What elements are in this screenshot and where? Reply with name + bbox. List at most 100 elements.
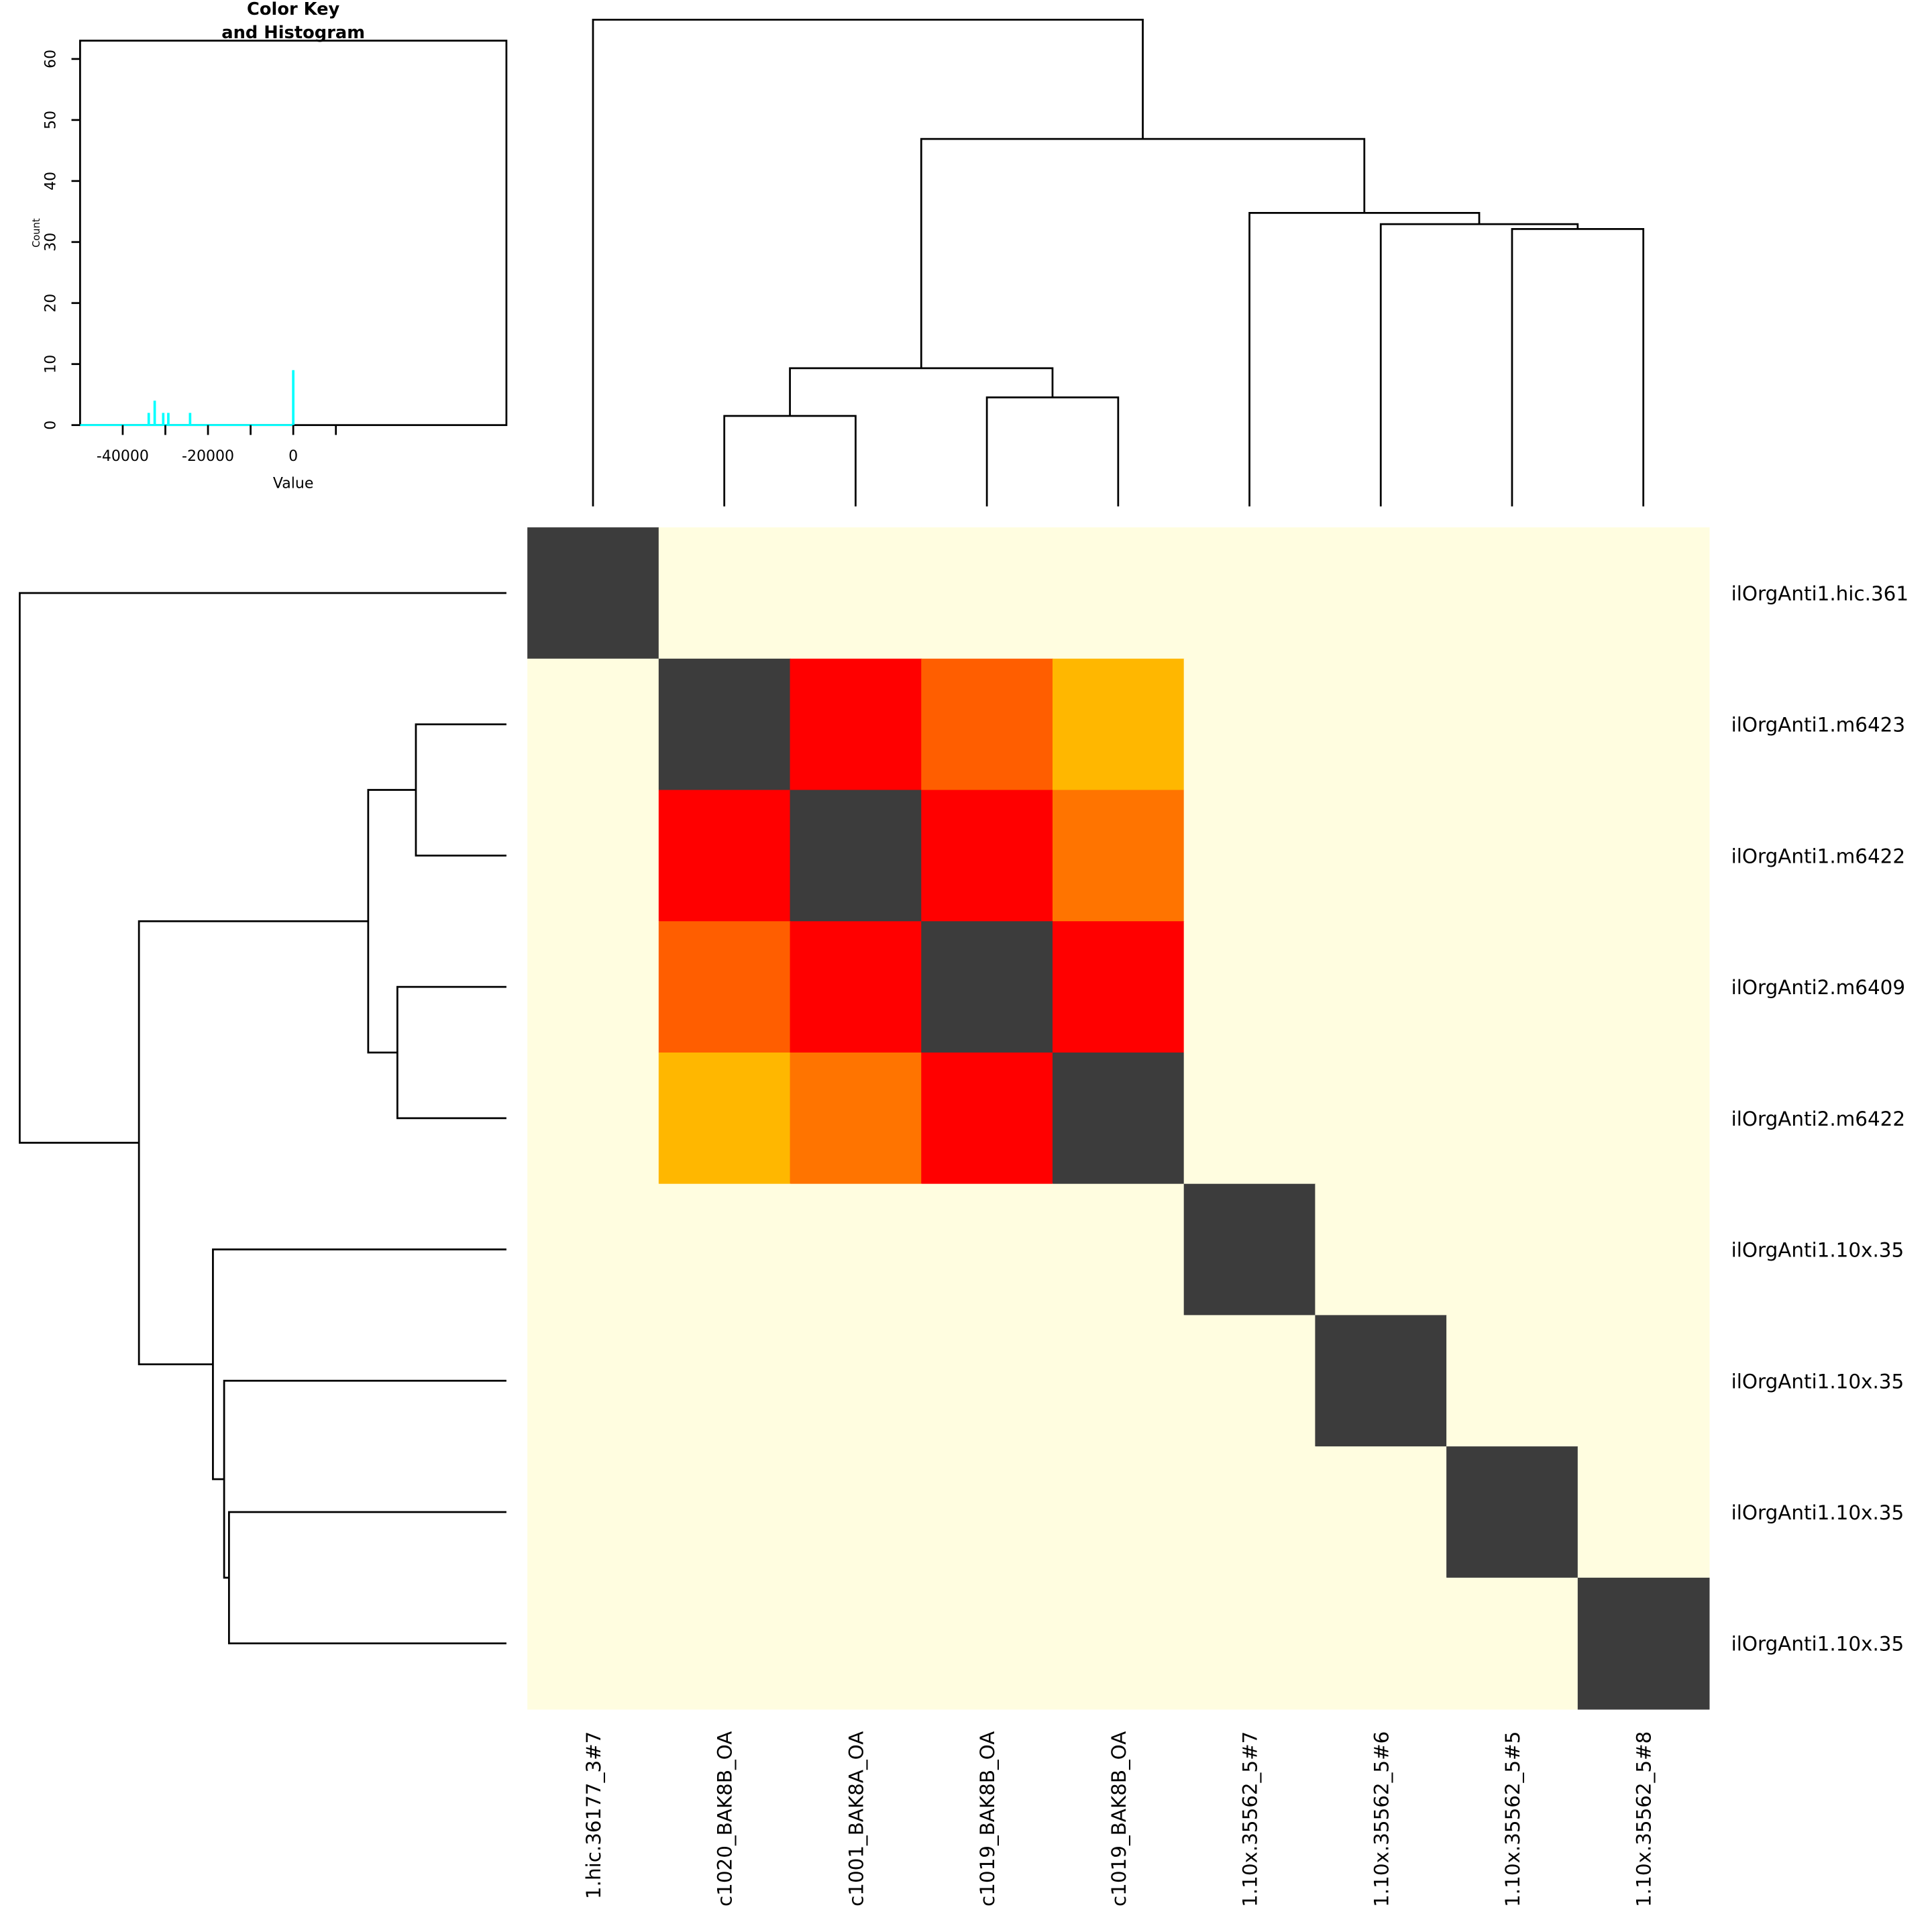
heatmap-cell	[658, 1446, 791, 1578]
heatmap-cell	[1446, 527, 1578, 659]
heatmap-cell	[790, 921, 922, 1053]
heatmap-cell	[658, 921, 791, 1053]
heatmap-cell	[527, 1183, 659, 1316]
y-tick-label: 30	[43, 233, 60, 252]
row-label: ilOrgAnti1.hic.361	[1731, 582, 1909, 605]
dendrogram-branch	[723, 415, 857, 506]
y-tick-label: 60	[43, 50, 60, 68]
column-label: 1.10x.35562_5#8	[1633, 1731, 1656, 1907]
heatmap-cell	[1315, 1446, 1448, 1578]
heatmap-cell	[1052, 1052, 1185, 1185]
column-label: c1001_BAK8A_OA	[845, 1731, 867, 1907]
heatmap-cell	[1183, 527, 1316, 659]
row-label: ilOrgAnti1.m6422	[1731, 845, 1905, 867]
heatmap-cell	[1183, 658, 1316, 791]
heatmap-cell	[1577, 1315, 1710, 1448]
heatmap-cell	[1052, 921, 1185, 1053]
dendrogram-branch	[1248, 212, 1481, 506]
key-plot-frame	[79, 40, 508, 427]
heatmap-cell	[1183, 790, 1316, 922]
heatmap-cell	[1446, 1183, 1578, 1316]
heatmap-cell	[1446, 790, 1578, 922]
row-label: ilOrgAnti1.10x.35	[1731, 1239, 1904, 1262]
heatmap-cell	[1183, 1577, 1316, 1710]
heatmap-cell	[921, 658, 1053, 791]
heatmap-cell	[527, 658, 659, 791]
heatmap-cell	[527, 1052, 659, 1185]
key-title-line1: Color Key	[247, 0, 340, 19]
row-labels: ilOrgAnti1.hic.361 ilOrgAnti1.m6423 ilOrgA…	[1731, 582, 1909, 1656]
column-label: 1.hic.36177_3#7	[582, 1731, 605, 1899]
heatmap-cell	[527, 1577, 659, 1710]
heatmap-cell	[1052, 1315, 1185, 1448]
color-key-histogram: Color Key and Histogram Value Count -400…	[31, 0, 508, 492]
heatmap-cell	[1446, 1052, 1578, 1185]
column-label: c1020_BAK8B_OA	[714, 1731, 737, 1907]
heatmap-cell	[1183, 921, 1316, 1053]
heatmap-cell	[658, 1183, 791, 1316]
dendrogram-branch	[415, 723, 506, 857]
heatmap-cell	[1577, 1183, 1710, 1316]
heatmap-cell	[921, 790, 1053, 922]
dendrogram-branch	[920, 138, 1366, 368]
dendrogram-branch	[789, 367, 1054, 416]
heatmap-cell	[790, 658, 922, 791]
heatmap-cell	[658, 1052, 791, 1185]
row-dendrogram	[19, 592, 506, 1645]
heatmap-cell	[1577, 790, 1710, 922]
heatmap-cell	[658, 1577, 791, 1710]
heatmap-cell	[1052, 1183, 1185, 1316]
y-tick-label: 40	[43, 172, 60, 191]
row-label: ilOrgAnti1.10x.35	[1731, 1370, 1904, 1393]
heatmap-cell	[1577, 1446, 1710, 1578]
heatmap-cell	[790, 1577, 922, 1710]
heatmap-cell	[921, 1183, 1053, 1316]
heatmap-cell	[1446, 921, 1578, 1053]
heatmap-cell	[790, 1052, 922, 1185]
heatmap-cell	[1052, 527, 1185, 659]
heatmap-cell	[1577, 921, 1710, 1053]
heatmap-cell	[921, 1052, 1053, 1185]
heatmap-cell	[1315, 1183, 1448, 1316]
x-tick-label: 0	[288, 448, 298, 465]
heatmap-cell	[1052, 1577, 1185, 1710]
dendrogram-branch	[367, 789, 416, 1054]
heatmap-cell	[1052, 658, 1185, 791]
heatmap-cell	[790, 527, 922, 659]
heatmap-cell	[1577, 658, 1710, 791]
row-label: ilOrgAnti1.10x.35	[1731, 1501, 1904, 1524]
heatmap-cell	[1577, 1577, 1710, 1710]
dendrogram-branch	[212, 1248, 506, 1481]
heatmap-cell	[1315, 527, 1448, 659]
heatmap-cell	[790, 1183, 922, 1316]
column-labels: 1.hic.36177_3#7 c1020_BAK8B_OA c1001_BAK8A…	[582, 1731, 1656, 1907]
row-label: ilOrgAnti2.m6422	[1731, 1108, 1905, 1130]
heatmap-cell	[790, 1446, 922, 1578]
heatmap-cell	[658, 790, 791, 922]
heatmap-cell	[921, 1446, 1053, 1578]
column-label: 1.10x.35562_5#7	[1239, 1731, 1262, 1907]
dendrogram-branch	[19, 592, 506, 1144]
heatmap-cell	[527, 1315, 659, 1448]
heatmap-cell	[527, 527, 659, 659]
heatmap-cell	[790, 790, 922, 922]
row-label: ilOrgAnti2.m6409	[1731, 976, 1905, 999]
key-xlabel: Value	[273, 475, 314, 492]
heatmap-cell	[527, 790, 659, 922]
y-tick-label: 20	[43, 294, 60, 313]
dendrogram-branch	[396, 985, 506, 1120]
dendrogram-branch	[1511, 227, 1645, 506]
dendrogram-branch	[592, 19, 1144, 506]
heatmap-cell	[1183, 1315, 1316, 1448]
heatmap-cell	[1315, 1577, 1448, 1710]
heatmap-cell	[921, 1315, 1053, 1448]
heatmap-cell	[1446, 1577, 1578, 1710]
column-label: 1.10x.35562_5#5	[1501, 1731, 1524, 1907]
heatmap-cell	[1183, 1446, 1316, 1578]
heatmap-cell	[1315, 658, 1448, 791]
column-dendrogram	[592, 19, 1645, 506]
heatmap-cell	[527, 1446, 659, 1578]
dendrogram-branch	[227, 1511, 506, 1645]
heatmap-cell	[921, 1577, 1053, 1710]
